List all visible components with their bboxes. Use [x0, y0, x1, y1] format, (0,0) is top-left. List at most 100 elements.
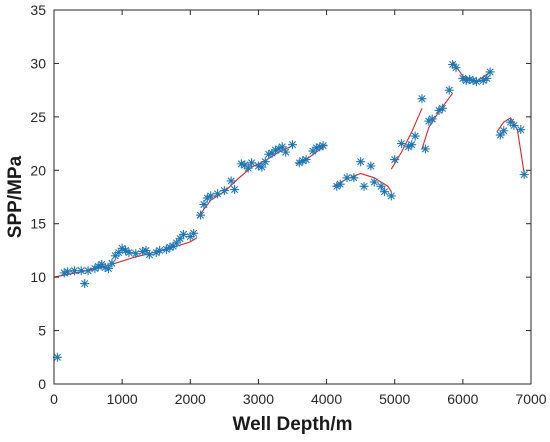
- data-point: [461, 76, 471, 86]
- x-axis-title: Well Depth/m: [233, 414, 353, 435]
- data-point: [403, 142, 413, 152]
- data-point: [131, 249, 141, 259]
- x-tick-label: 5000: [379, 391, 410, 407]
- data-point: [240, 160, 250, 170]
- data-point: [407, 140, 417, 150]
- data-point: [386, 191, 396, 201]
- data-point: [114, 248, 124, 258]
- data-point: [63, 267, 73, 277]
- data-point: [236, 159, 246, 169]
- data-point: [335, 179, 345, 189]
- data-point: [117, 243, 127, 253]
- x-axis: 0 1000 2000 3000 4000 5000 6000 7000: [50, 10, 547, 407]
- data-point: [516, 125, 526, 135]
- data-point: [161, 244, 171, 254]
- data-point: [311, 143, 321, 153]
- y-tick-label: 25: [30, 109, 46, 125]
- data-point: [226, 176, 236, 186]
- data-point: [69, 266, 79, 276]
- data-point: [264, 149, 274, 159]
- data-point: [155, 245, 165, 255]
- x-tick-label: 1000: [107, 391, 138, 407]
- data-point: [315, 142, 325, 152]
- data-point: [90, 264, 100, 274]
- data-point: [206, 191, 216, 201]
- data-point: [80, 279, 90, 289]
- data-point: [138, 246, 148, 256]
- data-point: [260, 157, 270, 167]
- data-point: [213, 189, 223, 199]
- data-point: [52, 352, 62, 362]
- data-point: [230, 185, 240, 195]
- data-point: [267, 148, 277, 158]
- data-point: [495, 130, 505, 140]
- data-point: [332, 181, 342, 191]
- y-axis-title: SPP/MPa: [5, 155, 26, 238]
- data-point: [509, 120, 519, 130]
- data-point: [59, 268, 69, 278]
- data-point: [104, 264, 114, 274]
- x-tick-label: 7000: [515, 391, 546, 407]
- data-point: [471, 77, 481, 87]
- data-point: [349, 173, 359, 183]
- data-point: [288, 140, 297, 150]
- data-point: [175, 234, 185, 244]
- data-point: [110, 251, 120, 261]
- data-point: [253, 161, 263, 171]
- data-point: [274, 144, 284, 154]
- data-point: [107, 258, 117, 268]
- y-tick-label: 30: [30, 55, 46, 71]
- data-point: [243, 163, 253, 173]
- data-point: [247, 158, 257, 168]
- data-point: [172, 238, 182, 248]
- data-point: [144, 250, 154, 260]
- data-point: [342, 173, 352, 183]
- data-point: [478, 76, 488, 86]
- data-point: [196, 210, 206, 220]
- data-point: [417, 94, 427, 104]
- data-point: [165, 242, 175, 252]
- data-point: [202, 193, 212, 203]
- data-point: [458, 73, 468, 83]
- data-point: [199, 199, 209, 209]
- y-axis: 0 5 10 15 20 25 30 35: [30, 2, 531, 392]
- data-point: [93, 261, 103, 271]
- data-point: [76, 266, 86, 276]
- data-point: [390, 155, 400, 165]
- x-tick-label: 6000: [447, 391, 478, 407]
- x-tick-label: 3000: [243, 391, 274, 407]
- data-point: [270, 145, 280, 155]
- data-point: [97, 259, 107, 269]
- data-point: [376, 181, 386, 191]
- x-tick-label: 0: [50, 391, 58, 407]
- data-point: [318, 141, 328, 151]
- data-point: [151, 248, 161, 258]
- y-tick-label: 0: [38, 376, 46, 392]
- y-tick-label: 5: [38, 323, 46, 339]
- data-point: [465, 74, 475, 84]
- data-point: [298, 156, 308, 166]
- data-point: [308, 146, 318, 156]
- data-point: [178, 229, 188, 239]
- data-point: [437, 103, 447, 113]
- data-point: [219, 186, 229, 196]
- data-point: [420, 144, 430, 154]
- data-point: [468, 76, 478, 86]
- data-point: [482, 73, 492, 83]
- data-point: [424, 116, 434, 126]
- data-point: [366, 161, 376, 171]
- y-tick-label: 20: [30, 162, 46, 178]
- data-point: [451, 63, 461, 73]
- data-point: [499, 126, 509, 136]
- plot-background: [54, 10, 531, 384]
- data-point: [519, 170, 529, 180]
- data-point: [141, 245, 151, 255]
- data-point: [506, 117, 516, 127]
- scatter-points: [52, 59, 529, 362]
- y-tick-label: 15: [30, 216, 46, 232]
- data-point: [294, 158, 304, 168]
- data-point: [427, 114, 437, 124]
- data-point: [185, 232, 195, 242]
- data-point: [359, 181, 369, 191]
